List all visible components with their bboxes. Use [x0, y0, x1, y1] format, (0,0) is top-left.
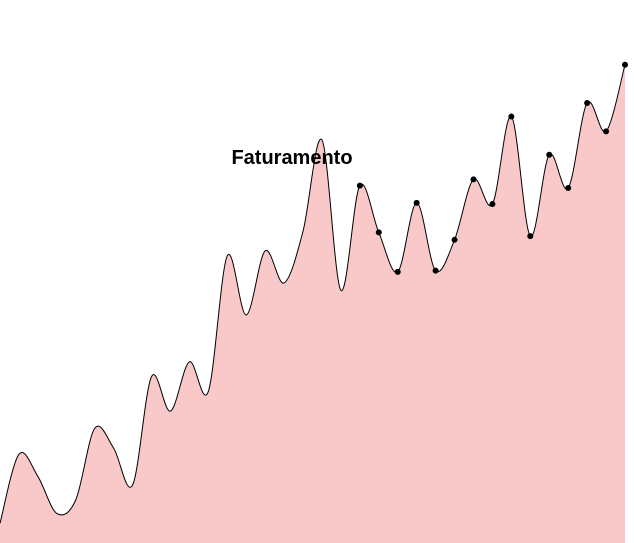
marker-layer — [356, 61, 628, 275]
area-fill — [0, 64, 625, 543]
data-point-marker — [432, 267, 439, 274]
area-layer — [0, 64, 625, 543]
data-point-marker — [375, 229, 382, 236]
data-point-marker — [622, 61, 628, 68]
data-point-marker — [356, 182, 363, 189]
data-point-marker — [470, 176, 477, 183]
data-point-marker — [413, 199, 420, 206]
series-line — [0, 64, 626, 524]
data-point-marker — [451, 236, 458, 243]
data-point-marker — [508, 113, 515, 120]
data-point-marker — [584, 100, 591, 106]
data-point-marker — [546, 151, 553, 158]
data-point-marker — [489, 201, 496, 208]
data-point-marker — [603, 128, 610, 135]
data-point-marker — [394, 268, 401, 275]
data-point-marker — [565, 185, 572, 192]
line-layer — [0, 64, 626, 524]
data-point-marker — [527, 233, 534, 240]
chart-title: Faturamento — [231, 147, 352, 169]
